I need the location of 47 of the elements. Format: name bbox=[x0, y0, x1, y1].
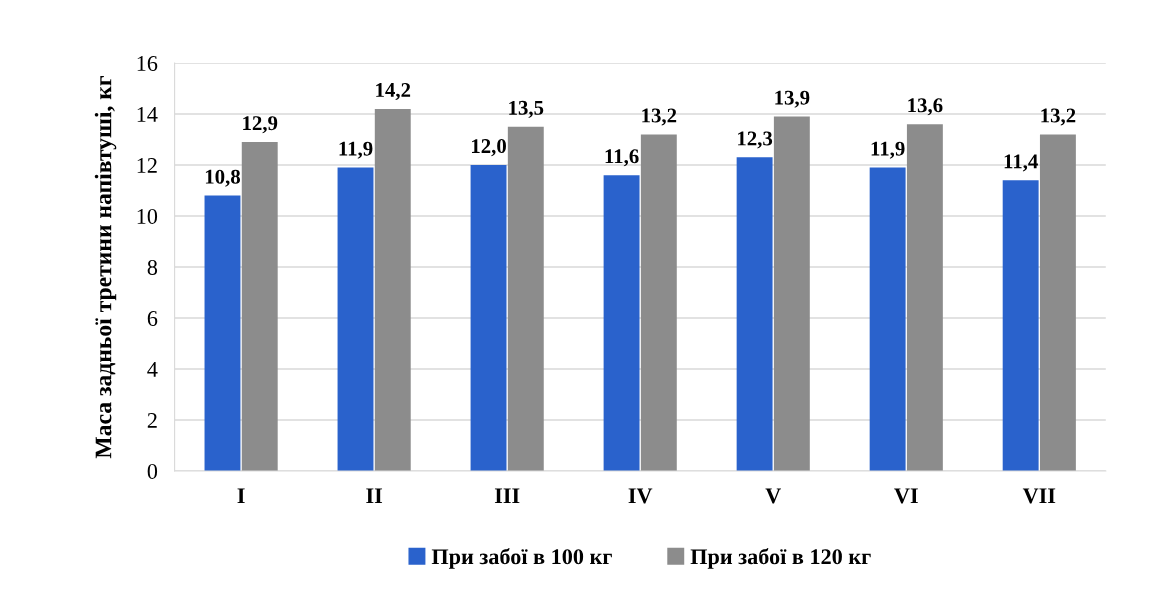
bar bbox=[241, 142, 278, 471]
bar bbox=[204, 195, 241, 471]
data-label: 12,0 bbox=[471, 139, 506, 157]
bar bbox=[773, 116, 810, 471]
x-tick-label: VII bbox=[1022, 488, 1056, 504]
y-tick-label: 2 bbox=[147, 412, 157, 428]
y-tick-label: 12 bbox=[137, 157, 157, 173]
data-label: 10,8 bbox=[205, 169, 241, 187]
data-label: 12,3 bbox=[738, 131, 773, 149]
bar bbox=[1039, 134, 1076, 471]
y-tick-label: 0 bbox=[147, 463, 158, 479]
y-tick-label: 14 bbox=[137, 107, 158, 122]
data-label: 13,9 bbox=[775, 90, 810, 108]
bar bbox=[603, 175, 640, 471]
bar bbox=[906, 124, 943, 471]
data-label: 13,6 bbox=[908, 98, 943, 116]
y-tick-label: 4 bbox=[147, 362, 158, 377]
y-tick-label: 10 bbox=[137, 208, 158, 224]
data-label: 11,9 bbox=[339, 141, 373, 159]
bar bbox=[640, 134, 677, 471]
data-label: 13,5 bbox=[509, 100, 544, 118]
bar bbox=[1002, 180, 1039, 471]
bar bbox=[337, 167, 374, 471]
data-label: 14,2 bbox=[376, 83, 411, 101]
bar bbox=[736, 157, 773, 471]
data-label: 12,9 bbox=[243, 116, 278, 134]
y-tick-label: 6 bbox=[147, 310, 158, 326]
legend-label: При забої в 100 кг bbox=[431, 548, 612, 569]
y-axis-title: Маса задньої третини напівтуші, кг bbox=[94, 76, 117, 459]
x-tick-label: III bbox=[494, 488, 520, 504]
bar bbox=[470, 165, 507, 471]
data-label: 13,2 bbox=[1041, 108, 1076, 126]
data-label: 13,2 bbox=[642, 108, 677, 126]
bar bbox=[507, 126, 544, 471]
y-tick-label: 8 bbox=[147, 259, 158, 275]
data-label: 11,4 bbox=[1004, 154, 1038, 172]
data-label: 11,9 bbox=[871, 141, 905, 159]
x-tick-label: V bbox=[765, 488, 781, 504]
x-tick-label: II bbox=[366, 488, 383, 504]
bar bbox=[374, 108, 411, 471]
y-tick-label: 16 bbox=[137, 55, 158, 71]
x-tick-label: VI bbox=[894, 488, 918, 504]
x-tick-label: I bbox=[237, 488, 245, 504]
legend-label: При забої в 120 кг bbox=[690, 548, 871, 569]
bar bbox=[869, 167, 906, 471]
x-tick-label: IV bbox=[628, 488, 653, 504]
data-label: 11,6 bbox=[605, 149, 639, 167]
